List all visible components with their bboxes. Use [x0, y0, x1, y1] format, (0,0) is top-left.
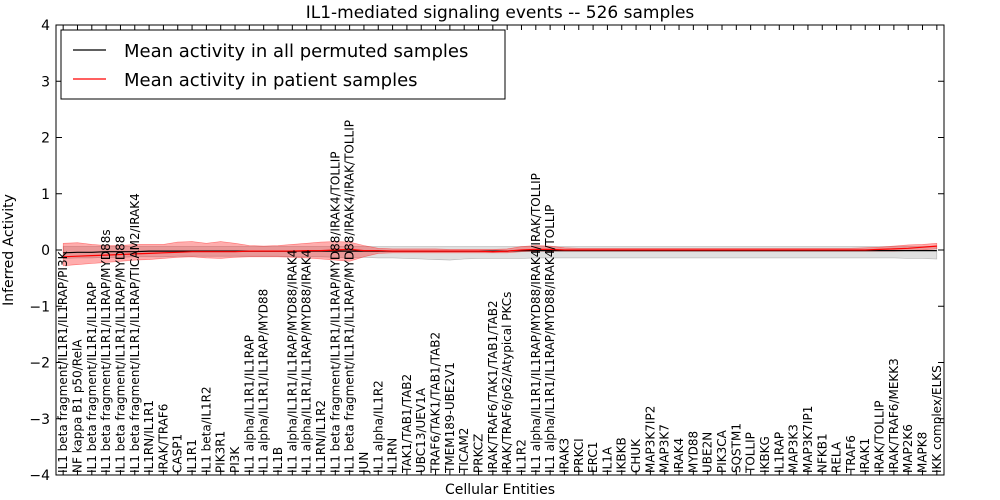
series-line-patient [63, 245, 937, 258]
y-axis-label: Inferred Activity [1, 194, 17, 306]
x-category-label: IL1RN [386, 438, 400, 473]
x-category-label: MYD88 [686, 431, 700, 473]
x-category-label: MAP3K7 [658, 424, 672, 473]
y-tick-label: 0 [41, 243, 50, 259]
y-tick-label: 4 [41, 18, 50, 34]
x-category-label: UBE2N [701, 432, 715, 473]
x-category-label: IL1R1 [185, 439, 199, 473]
x-category-label: IL1 beta fragment/IL1R1/IL1RAP/MYD88/IRA… [343, 120, 357, 473]
x-category-label: IL1A [600, 446, 614, 473]
x-category-label: MAP3K3 [787, 424, 801, 473]
x-category-label: PIK3R1 [214, 431, 228, 473]
y-tick-label: 3 [41, 74, 50, 90]
x-category-label: CHUK [629, 438, 643, 473]
x-category-label: IL1 beta fragment/IL1R1/IL1RAP [85, 282, 99, 473]
x-category-label: IL1 beta fragment/IL1R1/IL1RAP/TICAM2/IR… [128, 193, 142, 473]
x-category-label: IL1 beta fragment/IL1R1/IL1RAP/PI3K [56, 250, 70, 473]
x-category-label: IL1RAP [772, 432, 786, 473]
x-category-label: RELA [830, 441, 844, 473]
x-category-label: IRAK/TRAF6 [156, 404, 170, 473]
x-category-label: IL1 beta fragment/IL1R1/IL1RAP/MYD88/IRA… [328, 152, 342, 473]
x-category-label: TOLLIP [744, 432, 758, 474]
y-tick-label: 1 [41, 187, 50, 203]
x-category-label: IL1 beta fragment/IL1R1/IL1RAP/MYD88s [99, 229, 113, 473]
y-tick-label: −3 [29, 412, 50, 428]
x-category-label: IL1 alpha/IL1R1/IL1RAP/MYD88/IRAK4 [285, 250, 299, 473]
x-category-label: IKBKG [758, 436, 772, 473]
x-category-label: TMEM189-UBE2V1 [443, 362, 457, 474]
legend-label-permuted: Mean activity in all permuted samples [124, 41, 468, 62]
x-category-label: IRAK/TRAF6/TAK1/TAB1/TAB2 [486, 300, 500, 473]
x-category-label: TRAF6 [844, 435, 858, 474]
x-category-label: IL1RN/IL1R1 [142, 400, 156, 473]
x-category-label: IL1 alpha/IL1R1/IL1RAP/MYD88/IRAK4 [300, 250, 314, 473]
x-category-label: MAP3K7IP1 [801, 406, 815, 473]
x-category-label: MAP2K6 [901, 424, 915, 473]
x-category-label: MAP3K7IP2 [643, 406, 657, 473]
x-category-label: MAPK8 [916, 432, 930, 473]
x-category-label: IL1 alpha/IL1R1/IL1RAP/MYD88 [257, 289, 271, 473]
x-category-label: TRAF6/TAK1/TAB1/TAB2 [429, 332, 443, 474]
x-category-label: IL1R2 [515, 439, 529, 473]
x-category-label: UBC13/UEV1A [414, 387, 428, 473]
x-category-label: IL1RN/IL1R2 [314, 400, 328, 473]
x-category-label: TAK1/TAB1/TAB2 [400, 374, 414, 474]
legend-label-patient: Mean activity in patient samples [124, 70, 418, 91]
y-tick-label: −2 [29, 356, 50, 372]
x-category-label: IRAK3 [558, 438, 572, 473]
chart-title: IL1-mediated signaling events -- 526 sam… [306, 3, 695, 23]
x-category-label: IRAK/TRAF6/p62/Atypical PKCs [500, 292, 514, 473]
x-category-label: IKK complex/ELKS [930, 365, 944, 473]
x-category-label: PI3K [228, 446, 242, 473]
legend: Mean activity in all permuted samples Me… [60, 29, 506, 100]
y-tick-label: −4 [29, 468, 50, 484]
x-category-label: IL1 alpha/IL1R1/IL1RAP [242, 335, 256, 473]
x-category-label: NFKB1 [815, 433, 829, 473]
x-category-label: CASP1 [171, 434, 185, 473]
plot-frame [55, 24, 945, 476]
x-category-label: IL1B [271, 447, 285, 473]
plot-area [62, 241, 938, 267]
y-tick-label: 2 [41, 131, 50, 147]
x-category-label: IKBKB [615, 437, 629, 473]
x-category-label: IL1 alpha/IL1R1/IL1RAP/MYD88/IRAK4/IRAK/… [529, 173, 543, 473]
y-tick-label: −1 [29, 299, 50, 315]
band-patient [62, 241, 938, 267]
x-category-label: SQSTM1 [729, 423, 743, 473]
x-category-label: JUN [357, 452, 371, 474]
x-category-label: PRKCZ [472, 434, 486, 473]
x-category-label: NF kappa B1 p50/RelA [71, 339, 85, 473]
x-category-label: ERC1 [586, 442, 600, 473]
legend-box [60, 29, 506, 100]
x-category-label: IRAK4 [672, 438, 686, 473]
x-category-label: IRAK1 [858, 438, 872, 473]
x-category-label: IL1 beta fragment/IL1R1/IL1RAP/MYD88 [114, 236, 128, 473]
x-category-label: IRAK/TRAF6/MEKK3 [887, 358, 901, 473]
x-category-label: IL1 alpha/IL1R2 [371, 380, 385, 473]
y-axis-ticks: −4 −3 −2 −1 0 1 2 3 4 [29, 18, 944, 484]
x-category-label: IL1 beta/IL1R2 [199, 386, 213, 473]
x-axis-category-labels: IL1 beta fragment/IL1R1/IL1RAP/PI3K NF ka… [56, 25, 944, 475]
x-category-label: PIK3CA [715, 429, 729, 473]
x-category-label: IRAK/TOLLIP [873, 401, 887, 473]
x-category-label: IL1 alpha/IL1R1/IL1RAP/MYD88/IRAK4/TOLLI… [543, 205, 557, 473]
x-axis-label: Cellular Entities [445, 482, 555, 498]
x-category-label: PRKCI [572, 438, 586, 473]
x-category-label: TICAM2 [457, 428, 471, 474]
